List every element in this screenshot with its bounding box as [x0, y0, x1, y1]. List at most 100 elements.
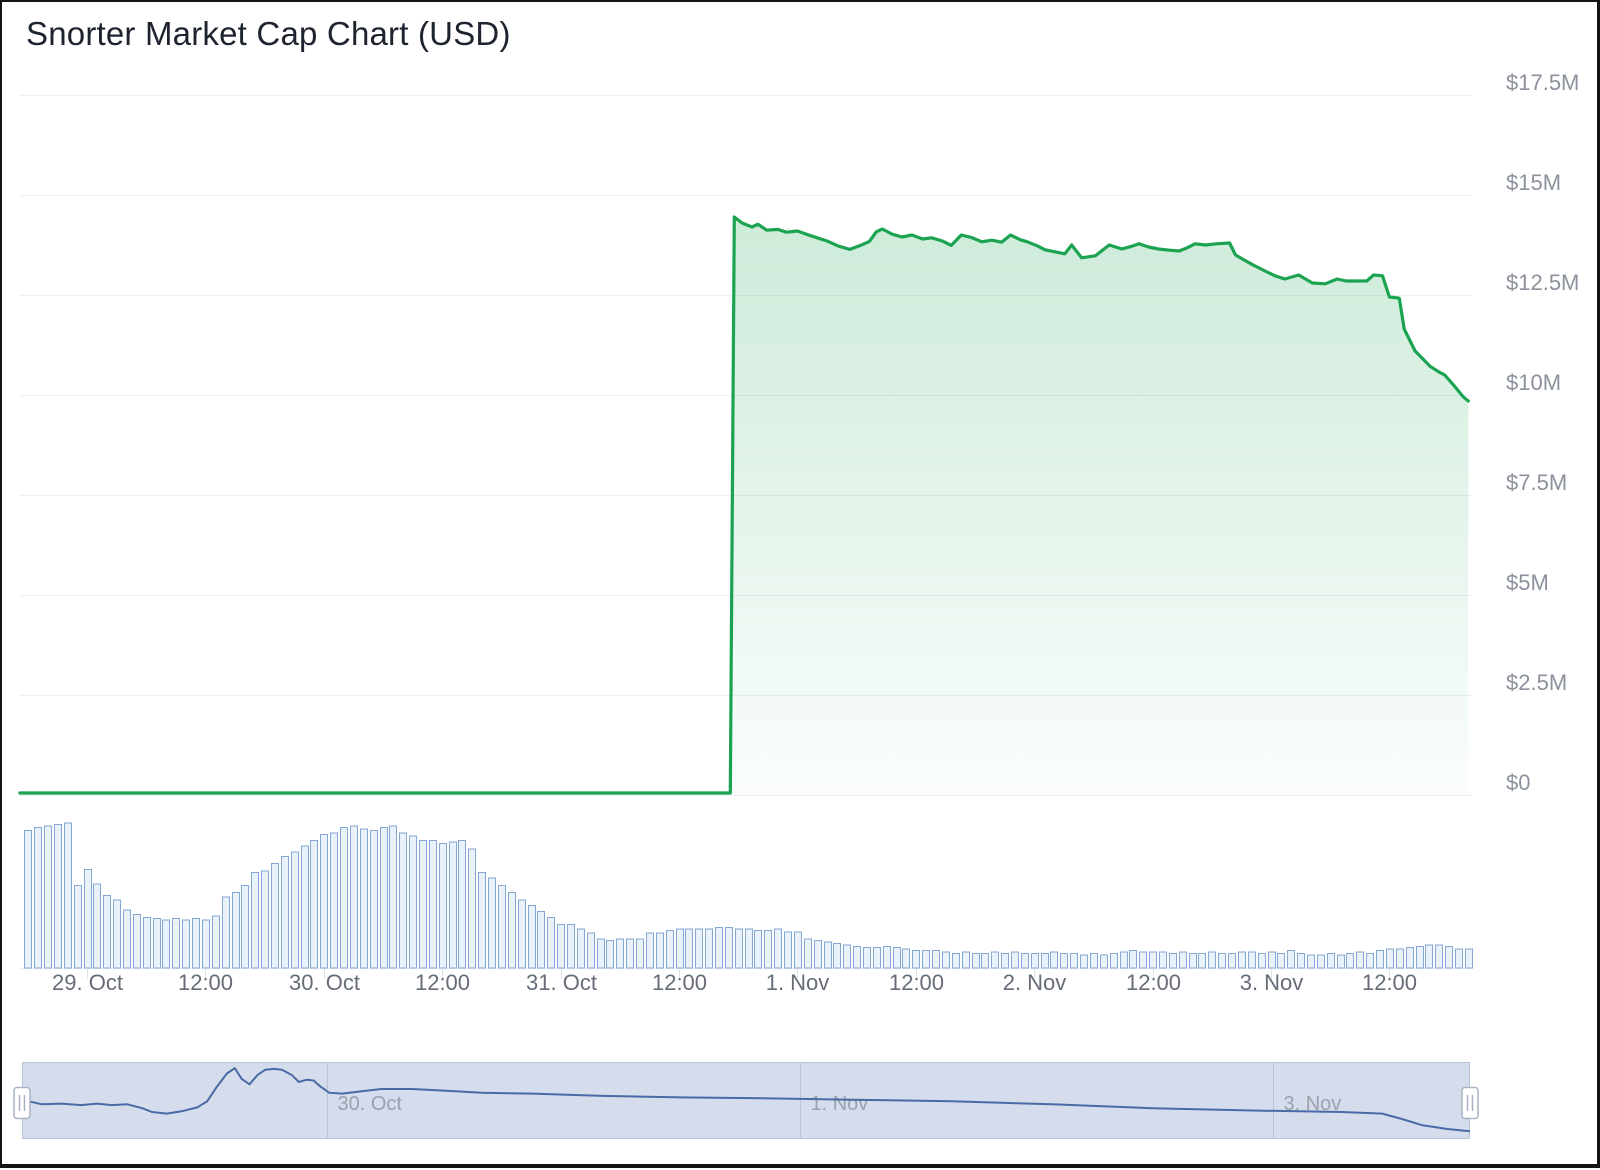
- volume-bar: [587, 932, 595, 969]
- volume-bar: [567, 924, 575, 969]
- y-axis-label: $2.5M: [1506, 670, 1567, 695]
- volume-bar: [478, 871, 486, 969]
- volume-bar: [754, 929, 762, 969]
- volume-bar: [705, 928, 713, 969]
- volume-bar: [1169, 953, 1177, 969]
- y-axis-label: $7.5M: [1506, 470, 1567, 495]
- volume-bar: [1268, 951, 1276, 969]
- volume-bar: [794, 931, 802, 969]
- volume-bar: [380, 826, 388, 969]
- volume-bar: [991, 951, 999, 969]
- volume-bar: [103, 895, 111, 969]
- volume-bar: [74, 884, 82, 969]
- x-axis-label: 12:00: [1362, 970, 1417, 995]
- volume-bar: [833, 942, 841, 969]
- x-axis-label: 29. Oct: [52, 970, 123, 995]
- volume-bar: [1327, 953, 1335, 969]
- chart-title: Snorter Market Cap Chart (USD): [26, 15, 511, 52]
- volume-bar: [656, 932, 664, 969]
- x-axis-label: 12:00: [652, 970, 707, 995]
- volume-bar: [1277, 953, 1285, 969]
- navigator-handle-left[interactable]: [13, 1086, 31, 1120]
- volume-bar: [942, 951, 950, 969]
- volume-bar: [1406, 947, 1414, 969]
- volume-bar: [261, 870, 269, 969]
- volume-bar: [1100, 954, 1108, 969]
- volume-bar: [764, 929, 772, 969]
- volume-bar: [902, 948, 910, 969]
- volume-bar: [1258, 953, 1266, 969]
- volume-bar: [528, 905, 536, 969]
- volume-bar: [251, 871, 259, 969]
- volume-bar: [843, 944, 851, 969]
- volume-bar: [172, 918, 180, 969]
- volume-bar: [153, 918, 161, 969]
- volume-bar: [824, 941, 832, 969]
- volume-bar: [419, 839, 427, 969]
- volume-bar: [774, 928, 782, 969]
- volume-bar: [449, 841, 457, 969]
- volume-bar: [241, 884, 249, 969]
- volume-bar: [232, 892, 240, 969]
- volume-bar: [212, 915, 220, 969]
- navigator-mask[interactable]: [22, 1062, 1470, 1139]
- marketcap-area: [19, 217, 1469, 795]
- volume-bar: [1218, 953, 1226, 969]
- volume-bar: [1120, 951, 1128, 969]
- volume-bar: [1198, 953, 1206, 969]
- volume-bar: [577, 928, 585, 969]
- volume-bar: [922, 950, 930, 969]
- y-axis-label: $17.5M: [1506, 70, 1579, 95]
- volume-bar: [1189, 953, 1197, 969]
- volume-bar: [439, 842, 447, 969]
- y-axis-label: $12.5M: [1506, 270, 1579, 295]
- navigator-label: 1. Nov: [811, 1093, 869, 1115]
- volume-bar: [340, 826, 348, 969]
- volume-bar: [1179, 951, 1187, 969]
- volume-bar: [1129, 950, 1137, 969]
- volume-bar: [1356, 951, 1364, 969]
- volume-bar: [143, 916, 151, 969]
- volume-bar: [626, 938, 634, 969]
- volume-bar: [735, 928, 743, 969]
- volume-bar: [547, 916, 555, 969]
- navigator-label: 30. Oct: [338, 1093, 403, 1115]
- volume-bar: [468, 848, 476, 969]
- volume-bar: [932, 950, 940, 969]
- volume-bar: [1011, 951, 1019, 969]
- volume-bar: [123, 909, 131, 969]
- plot-area[interactable]: [20, 72, 1472, 795]
- volume-bar: [350, 825, 358, 969]
- volume-bar: [1297, 953, 1305, 969]
- volume-bar: [518, 899, 526, 969]
- volume-bar: [557, 924, 565, 969]
- navigator-handle-right[interactable]: [1461, 1086, 1479, 1120]
- marketcap-line: [18, 215, 1470, 795]
- volume-bar: [715, 926, 723, 969]
- navigator-series-line: [21, 1067, 1471, 1133]
- volume-bar: [64, 822, 72, 969]
- volume-bar: [1238, 951, 1246, 969]
- y-axis-label: $0: [1506, 770, 1530, 795]
- volume-bar: [1445, 945, 1453, 969]
- volume-bar: [1465, 948, 1473, 969]
- volume-bar: [1376, 950, 1384, 969]
- volume-bar: [508, 892, 516, 969]
- volume-bar: [1416, 945, 1424, 969]
- volume-bar: [1110, 953, 1118, 969]
- x-axis-label: 31. Oct: [526, 970, 597, 995]
- volume-bar: [271, 863, 279, 969]
- x-axis-label: 3. Nov: [1240, 970, 1304, 995]
- y-axis-label: $5M: [1506, 570, 1549, 595]
- volume-bar: [1149, 951, 1157, 969]
- volume-bar: [597, 938, 605, 969]
- volume-bar: [1455, 948, 1463, 969]
- volume-bar: [192, 918, 200, 969]
- volume-bar: [666, 929, 674, 969]
- volume-bar: [360, 828, 368, 969]
- volume-bar: [1208, 951, 1216, 969]
- y-axis-label: $15M: [1506, 170, 1561, 195]
- volume-bar: [646, 932, 654, 969]
- volume-bar: [1060, 953, 1068, 969]
- x-axis-label: 12:00: [889, 970, 944, 995]
